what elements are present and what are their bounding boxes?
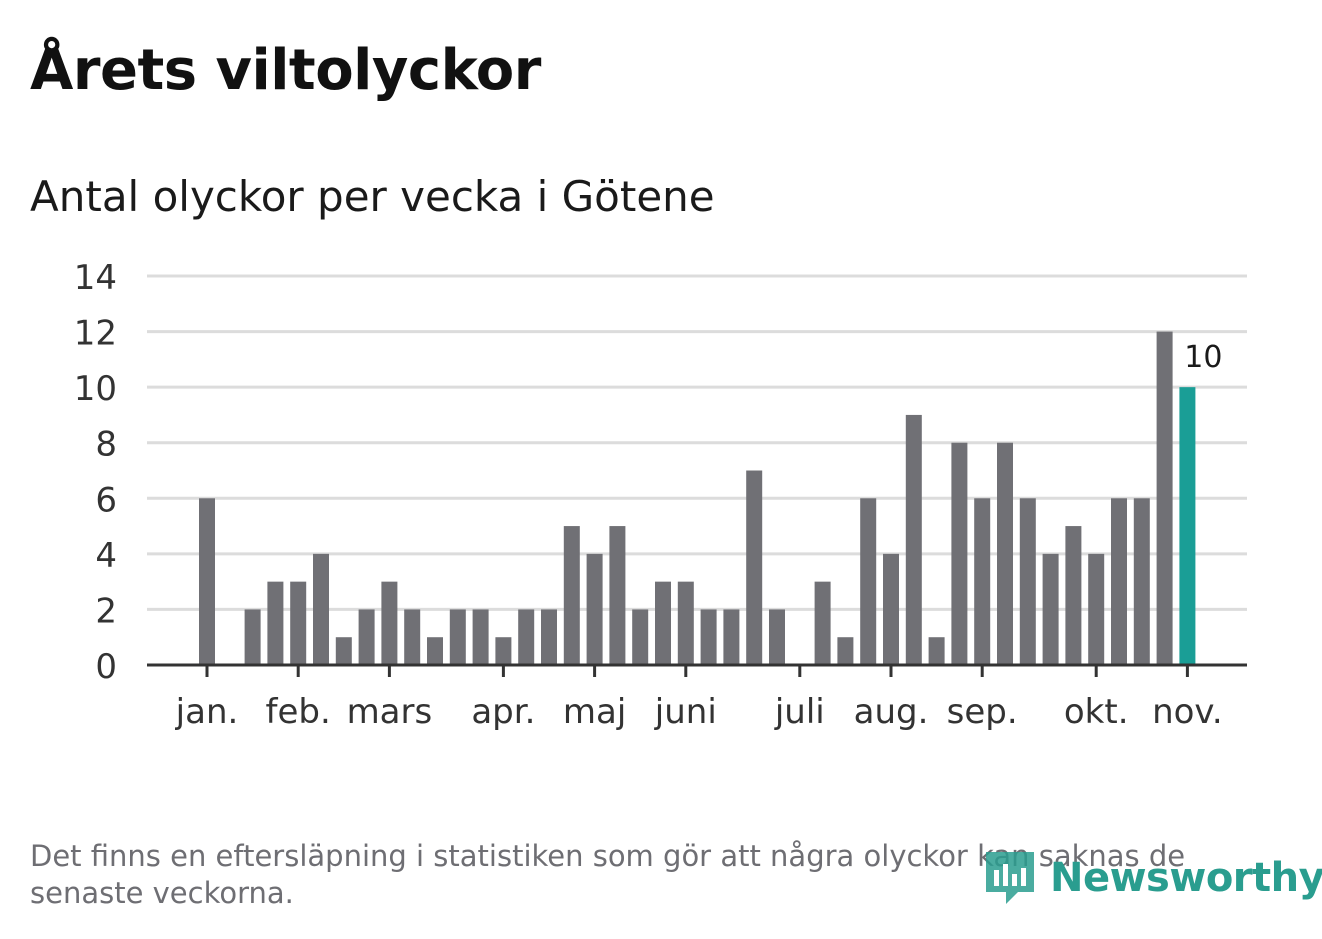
bar [586,553,603,665]
bar [837,637,854,665]
newsworthy-logo: Newsworthy [980,846,1322,910]
y-tick-label: 14 [74,258,117,298]
bar [563,526,580,665]
bar [427,637,443,665]
y-tick-label: 6 [95,480,117,520]
bar [313,553,329,665]
x-tick-label: juli [774,692,825,732]
x-tick-label: nov. [1152,692,1223,732]
bar [655,581,671,665]
bar [1019,498,1036,665]
bar [677,581,694,665]
bar [518,609,535,665]
x-tick-label: juni [654,692,717,732]
chart-title: Årets viltolyckor [30,38,541,103]
y-tick-label: 8 [95,425,117,465]
bar [769,609,785,665]
y-tick-label: 0 [95,647,117,687]
y-tick-label: 12 [74,314,117,354]
x-tick-label: mars [347,692,433,732]
x-tick-label: jan. [175,692,239,732]
highlight-data-label: 10 [1184,340,1222,375]
bar [700,609,717,665]
y-tick-label: 10 [74,369,117,409]
bar-highlight [1179,387,1196,665]
chart-subtitle: Antal olyckor per vecka i Götene [30,172,715,221]
x-tick-label: okt. [1064,692,1129,732]
bar [290,581,307,665]
bar [381,581,398,665]
bar [974,498,991,665]
newsworthy-logo-icon [986,852,1034,904]
x-tick-label: apr. [471,692,535,732]
y-tick-label: 4 [95,536,117,576]
bar [1065,526,1082,665]
bar [632,609,649,665]
bar [449,609,466,665]
grid-lines [147,274,1247,611]
x-tick-label: feb. [266,692,331,732]
bar [495,637,512,665]
x-axis: jan. feb. mars apr. maj juni juli aug. sep. okt. n… [147,663,1247,732]
bar [358,609,375,665]
x-tick-label: maj [563,692,626,732]
bars [199,331,1196,665]
bar [723,609,740,665]
bar [905,414,922,665]
bar [860,498,877,665]
bar [814,581,831,665]
bar [1042,553,1059,665]
bar [997,442,1013,665]
bar [244,609,261,665]
bar [267,581,284,665]
bar [199,498,215,665]
annotations: 10 [1180,336,1226,379]
x-tick-label: aug. [854,692,929,732]
bar [472,609,489,665]
bar [928,637,945,665]
y-axis: 0 2 4 6 8 10 12 14 [74,258,117,687]
y-tick-label: 2 [95,591,117,631]
bar [1156,331,1173,665]
bar [1133,498,1150,665]
bar [335,637,352,665]
x-tick-label: sep. [947,692,1018,732]
bar [951,442,968,665]
bar [1111,498,1127,665]
newsworthy-logo-text: Newsworthy [1050,855,1322,901]
bar [404,609,421,665]
bar [609,526,626,665]
bar [883,553,899,665]
bar [746,470,763,665]
bar [1088,553,1105,665]
bar [541,609,557,665]
